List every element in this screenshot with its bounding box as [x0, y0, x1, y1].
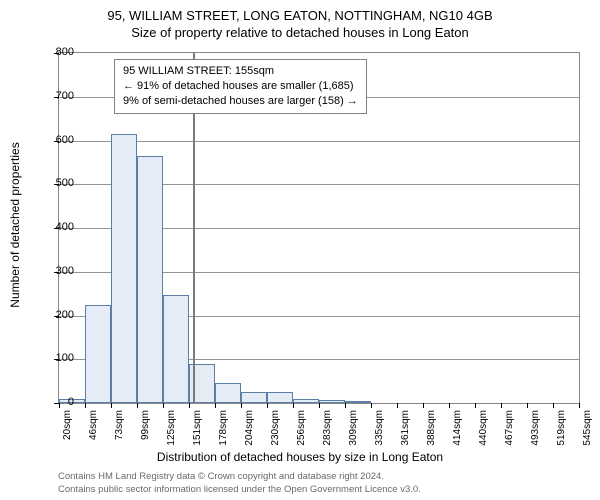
info-box-line1: 95 WILLIAM STREET: 155sqm — [123, 64, 358, 79]
xtick-mark — [527, 403, 528, 408]
xtick-mark — [371, 403, 372, 408]
xtick-label: 467sqm — [504, 410, 515, 446]
histogram-bar — [267, 392, 293, 403]
attribution-line1: Contains HM Land Registry data © Crown c… — [58, 471, 421, 483]
ytick-label: 100 — [44, 352, 74, 364]
xtick-mark — [397, 403, 398, 408]
title-subtitle: Size of property relative to detached ho… — [0, 23, 600, 40]
histogram-bar — [137, 156, 163, 403]
histogram-bar — [293, 399, 319, 403]
xtick-label: 256sqm — [296, 410, 307, 446]
ytick-label: 500 — [44, 177, 74, 189]
histogram-bar — [163, 295, 189, 404]
xtick-label: 519sqm — [556, 410, 567, 446]
info-box-line2: ← 91% of detached houses are smaller (1,… — [123, 79, 358, 94]
xtick-label: 414sqm — [452, 410, 463, 446]
xtick-mark — [111, 403, 112, 408]
info-box: 95 WILLIAM STREET: 155sqm← 91% of detach… — [114, 59, 367, 114]
histogram-bar — [85, 305, 111, 403]
xtick-mark — [423, 403, 424, 408]
xtick-mark — [85, 403, 86, 408]
ytick-label: 600 — [44, 134, 74, 146]
y-axis-label: Number of detached properties — [8, 142, 22, 307]
gridline — [59, 141, 579, 142]
xtick-label: 73sqm — [114, 410, 125, 440]
xtick-mark — [267, 403, 268, 408]
histogram-bar — [215, 383, 241, 403]
xtick-label: 335sqm — [374, 410, 385, 446]
xtick-mark — [163, 403, 164, 408]
xtick-label: 204sqm — [244, 410, 255, 446]
xtick-mark — [501, 403, 502, 408]
xtick-label: 283sqm — [322, 410, 333, 446]
attribution-line2: Contains public sector information licen… — [58, 484, 421, 496]
attribution-text: Contains HM Land Registry data © Crown c… — [58, 471, 421, 496]
histogram-bar — [241, 392, 267, 403]
ytick-label: 200 — [44, 309, 74, 321]
xtick-mark — [215, 403, 216, 408]
histogram-bar — [111, 134, 137, 403]
xtick-mark — [553, 403, 554, 408]
x-axis-label: Distribution of detached houses by size … — [0, 450, 600, 464]
ytick-label: 700 — [44, 90, 74, 102]
xtick-label: 151sqm — [192, 410, 203, 446]
ytick-label: 300 — [44, 265, 74, 277]
xtick-mark — [579, 403, 580, 408]
info-box-line3: 9% of semi-detached houses are larger (1… — [123, 94, 358, 109]
xtick-label: 46sqm — [88, 410, 99, 440]
chart-container: 95, WILLIAM STREET, LONG EATON, NOTTINGH… — [0, 0, 600, 500]
xtick-label: 20sqm — [62, 410, 73, 440]
xtick-label: 361sqm — [400, 410, 411, 446]
xtick-mark — [475, 403, 476, 408]
xtick-mark — [241, 403, 242, 408]
xtick-label: 99sqm — [140, 410, 151, 440]
xtick-mark — [189, 403, 190, 408]
histogram-bar — [319, 400, 345, 404]
xtick-label: 545sqm — [582, 410, 593, 446]
xtick-label: 493sqm — [530, 410, 541, 446]
xtick-label: 388sqm — [426, 410, 437, 446]
xtick-label: 178sqm — [218, 410, 229, 446]
title-address: 95, WILLIAM STREET, LONG EATON, NOTTINGH… — [0, 0, 600, 23]
xtick-mark — [319, 403, 320, 408]
ytick-label: 400 — [44, 221, 74, 233]
xtick-label: 440sqm — [478, 410, 489, 446]
xtick-mark — [449, 403, 450, 408]
xtick-label: 309sqm — [348, 410, 359, 446]
plot-area: 95 WILLIAM STREET: 155sqm← 91% of detach… — [58, 52, 580, 404]
xtick-label: 230sqm — [270, 410, 281, 446]
xtick-label: 125sqm — [166, 410, 177, 446]
ytick-label: 800 — [44, 46, 74, 58]
histogram-bar — [345, 401, 371, 403]
ytick-label: 0 — [44, 396, 74, 408]
xtick-mark — [137, 403, 138, 408]
xtick-mark — [345, 403, 346, 408]
xtick-mark — [293, 403, 294, 408]
